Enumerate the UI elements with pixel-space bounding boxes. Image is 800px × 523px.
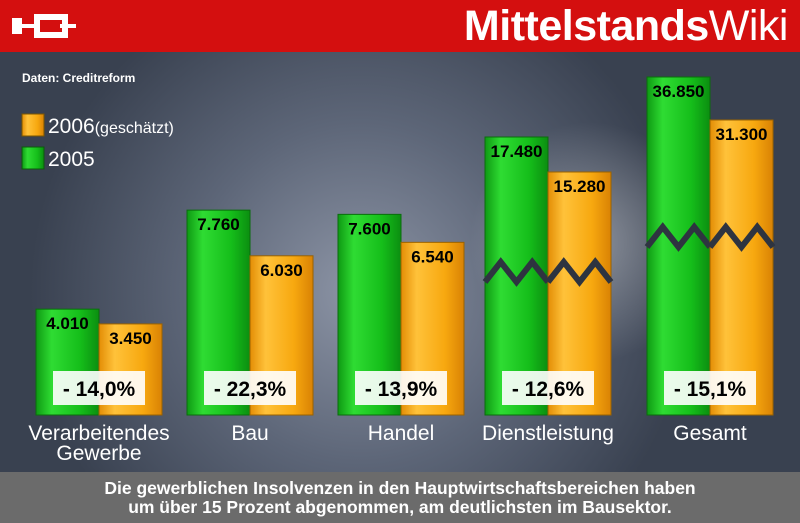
brand-bold: Mittelstands xyxy=(463,2,709,50)
caption-line-2: um über 15 Prozent abgenommen, am deutli… xyxy=(128,497,672,517)
caption-text: Die gewerblichen Insolvenzen in den Haup… xyxy=(0,479,800,517)
category-label-3: Dienstleistung xyxy=(482,422,614,445)
logo-icon xyxy=(12,14,76,38)
header-bar: MittelstandsWiki xyxy=(0,0,800,52)
legend-swatch-2005 xyxy=(21,146,45,170)
change-label-1: - 22,3% xyxy=(214,378,287,401)
axis-break-2005-3 xyxy=(482,257,551,287)
change-label-4: - 15,1% xyxy=(674,378,747,401)
category-label-0-line-1: Gewerbe xyxy=(56,442,141,465)
source-label: Daten: Creditreform xyxy=(22,71,135,85)
legend-label-2006: 2006(geschätzt) xyxy=(48,115,174,138)
category-label-2: Handel xyxy=(368,422,435,445)
data-label-2005-0: 4.010 xyxy=(46,314,89,333)
caption-line-1: Die gewerblichen Insolvenzen in den Haup… xyxy=(104,478,696,498)
data-label-2006-1: 6.030 xyxy=(260,261,303,280)
legend-label-2006-note: (geschätzt) xyxy=(95,120,174,137)
brand-logo[interactable]: MittelstandsWiki xyxy=(463,2,789,50)
brand-regular: Wiki xyxy=(708,2,789,50)
data-label-2005-4: 36.850 xyxy=(653,82,705,101)
legend-label-2005: 2005 xyxy=(48,148,95,171)
change-badge-4 xyxy=(664,371,756,405)
data-label-2005-2: 7.600 xyxy=(348,219,391,238)
change-badge-3 xyxy=(502,371,594,405)
change-label-2: - 13,9% xyxy=(365,378,438,401)
change-badge-2 xyxy=(355,371,447,405)
axis-break-2006-3 xyxy=(545,257,614,287)
category-label-1: Bau xyxy=(231,422,268,445)
bar-2005-3 xyxy=(484,136,549,416)
change-badge-0 xyxy=(53,371,145,405)
data-label-2005-3: 17.480 xyxy=(491,142,543,161)
change-label-3: - 12,6% xyxy=(512,378,585,401)
data-label-2006-0: 3.450 xyxy=(109,329,152,348)
caption-footer: Die gewerblichen Insolvenzen in den Haup… xyxy=(0,472,800,523)
bar-2006-4 xyxy=(709,119,774,416)
data-label-2006-2: 6.540 xyxy=(411,247,454,266)
data-label-2006-4: 31.300 xyxy=(716,125,768,144)
data-label-2005-1: 7.760 xyxy=(197,215,240,234)
change-label-0: - 14,0% xyxy=(63,378,136,401)
category-label-0: Verarbeitendes xyxy=(28,422,169,445)
axis-break-2006-4 xyxy=(707,222,776,252)
legend: 2006(geschätzt) 2005 xyxy=(21,113,174,171)
legend-label-2006-year: 2006 xyxy=(48,115,95,138)
chart-area: 4.010 3.450 - 14,0% Verarbeitendes Gewerbe 7.… xyxy=(0,52,800,472)
category-label-4: Gesamt xyxy=(673,422,747,445)
legend-swatch-2006 xyxy=(21,113,45,137)
change-badge-1 xyxy=(204,371,296,405)
data-label-2006-3: 15.280 xyxy=(554,177,606,196)
axis-break-2005-4 xyxy=(644,222,713,252)
